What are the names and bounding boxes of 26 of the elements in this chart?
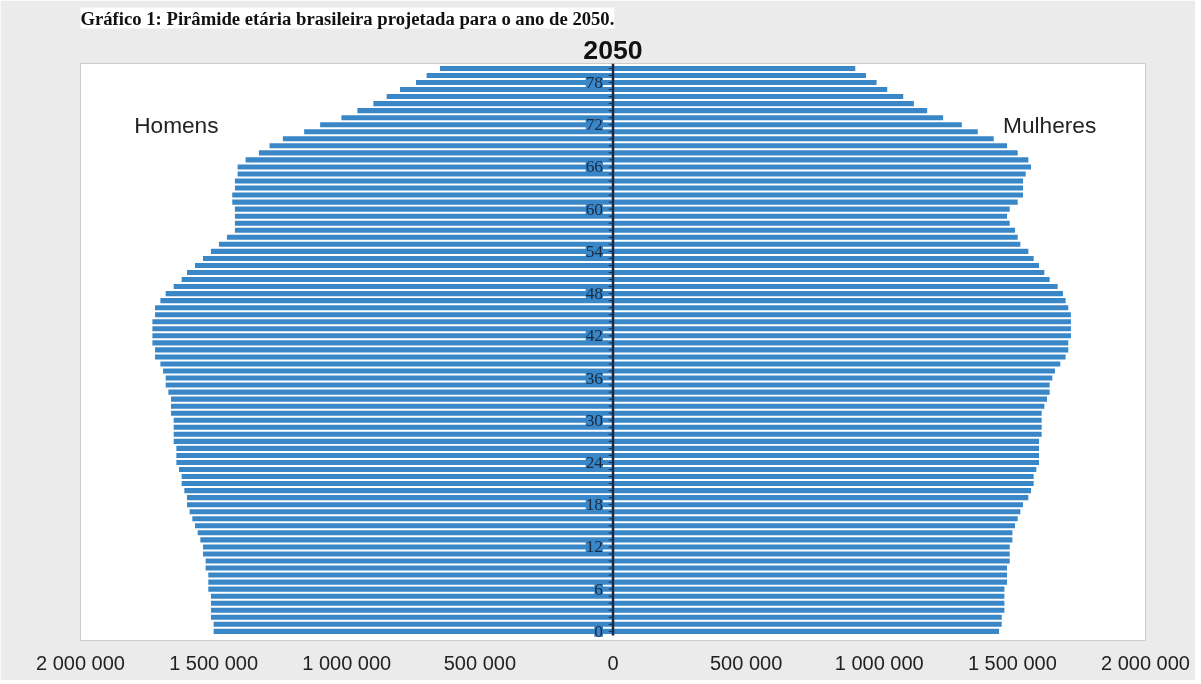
y-tick-label: 78 <box>585 73 603 92</box>
x-tick-label: 2 000 000 <box>1101 651 1190 674</box>
x-tick-label: 1 500 000 <box>169 651 259 674</box>
y-tick-label: 54 <box>585 241 604 261</box>
chart-title: 2050 <box>583 34 643 65</box>
text: Gráfico 1: Pirâmide etária brasileira projetada para o ano de 2050. <box>80 7 615 29</box>
series-label: Homens <box>134 111 219 138</box>
y-tick-label: 48 <box>585 284 603 304</box>
y-tick-label: 12 <box>585 537 603 557</box>
y-tick-label: 42 <box>585 326 603 346</box>
x-tick-label: 1 500 000 <box>967 651 1057 674</box>
x-tick-label: 1 000 000 <box>834 651 924 674</box>
y-tick-label: 36 <box>585 368 604 388</box>
x-tick-label: 2 000 000 <box>36 651 125 674</box>
y-tick-label: 72 <box>585 115 603 135</box>
series-label: Mulheres <box>1003 111 1097 138</box>
x-tick-label: 1 000 000 <box>302 651 392 674</box>
y-tick-label: 30 <box>585 410 603 430</box>
y-tick-label: 66 <box>585 157 604 177</box>
y-tick-label: 60 <box>585 199 603 219</box>
x-tick-label: 500 000 <box>709 651 783 674</box>
x-tick-label: 500 000 <box>443 651 517 674</box>
y-tick-label: 0 <box>594 621 604 641</box>
y-tick-label: 6 <box>594 579 604 599</box>
y-tick-label: 18 <box>585 495 603 515</box>
y-tick-label: 24 <box>585 452 604 472</box>
